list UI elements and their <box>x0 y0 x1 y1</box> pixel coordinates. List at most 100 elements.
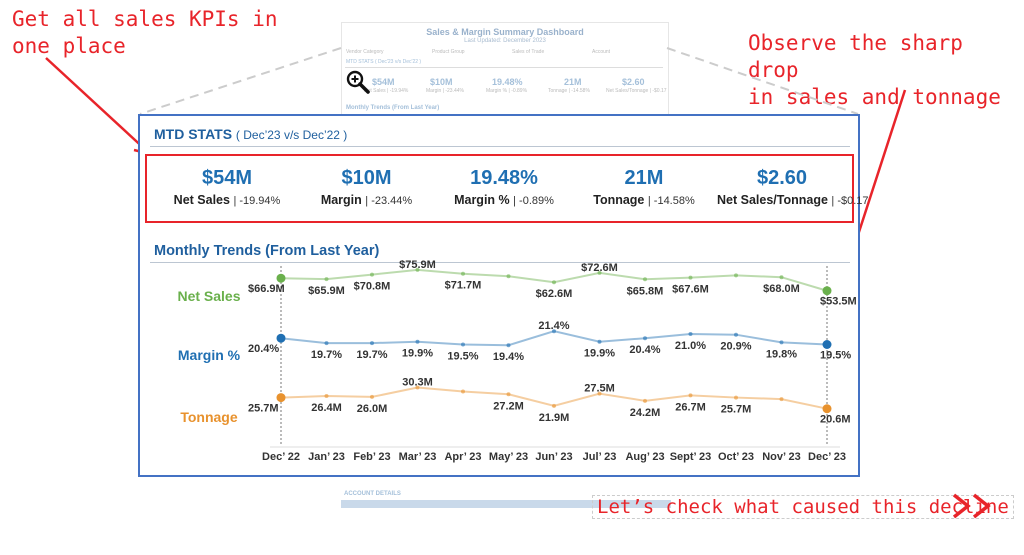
right-annotation-line: in sales and tonnage <box>748 85 1001 109</box>
kpi-delta: | -$0.17 <box>831 195 869 207</box>
row-label-tonnage: Tonnage <box>180 409 238 425</box>
kpi-label: Net Sales <box>173 193 230 207</box>
data-point <box>822 286 832 296</box>
x-tick-label: Sept’ 23 <box>670 451 712 463</box>
data-point <box>276 393 286 403</box>
kpi-label: Margin % <box>454 193 510 207</box>
data-point <box>506 343 511 348</box>
x-tick-label: May’ 23 <box>489 451 528 463</box>
data-point <box>597 391 602 396</box>
data-point <box>779 275 784 280</box>
data-point <box>688 393 693 398</box>
data-label: 21.0% <box>675 340 706 352</box>
data-label: 19.5% <box>820 350 851 362</box>
thumbnail-divider <box>345 67 663 68</box>
data-point <box>734 395 738 400</box>
kpi-label: Tonnage <box>593 193 645 207</box>
data-point <box>779 397 784 402</box>
data-label: 25.7M <box>721 404 752 416</box>
data-label: 21.4% <box>538 320 569 332</box>
data-point <box>415 385 420 390</box>
x-tick-label: Dec’ 22 <box>262 451 300 463</box>
data-point <box>370 394 374 399</box>
data-label: $65.8M <box>627 285 664 297</box>
kpi-margin[interactable]: $10M Margin | -23.44% <box>299 166 434 207</box>
data-point <box>822 340 832 349</box>
data-point <box>688 332 693 336</box>
kpi-value: $2.60 <box>756 167 808 189</box>
account-details-thumbnail[interactable]: ACCOUNT DETAILS <box>341 480 671 544</box>
data-label: 25.7M <box>248 403 279 415</box>
data-label: 20.6M <box>820 414 851 426</box>
thumbnail-kpi: $2.60 <box>622 77 645 87</box>
thumbnail-kpi: $54M <box>372 77 395 87</box>
thumbnail-filter: Product Group <box>432 49 465 55</box>
mtd-title-text: MTD STATS <box>154 126 233 142</box>
data-point <box>506 274 511 279</box>
data-label: $75.9M <box>399 259 436 271</box>
kpi-tonnage[interactable]: 21M Tonnage | -14.58% <box>579 166 709 207</box>
data-label: 30.3M <box>402 377 433 389</box>
data-point <box>415 339 420 344</box>
zoom-in-icon[interactable] <box>346 70 370 94</box>
kpi-label: Margin <box>320 193 362 207</box>
thumbnail-kpi-label: Net Sales/Tonnage | -$0.17 <box>606 88 667 94</box>
kpi-value: 19.48% <box>470 167 538 189</box>
kpi-delta: | -23.44% <box>365 195 413 207</box>
data-point <box>552 329 556 334</box>
thumbnail-subtitle: Last Updated: December 2023 <box>464 38 546 44</box>
kpi-margin-pct[interactable]: 19.48% Margin % | -0.89% <box>439 166 569 207</box>
data-point <box>643 336 647 341</box>
thumbnail-kpi-label: Tonnage | -14.58% <box>548 88 590 94</box>
x-tick-label: Jun’ 23 <box>535 451 572 463</box>
data-point <box>779 340 784 345</box>
thumbnail-kpi-label: Margin % | -0.89% <box>486 88 528 94</box>
left-annotation: Get all sales KPIs in one place <box>12 6 278 60</box>
footer-header-bar <box>341 500 671 508</box>
thumbnail-title: Sales & Margin Summary Dashboard <box>426 27 584 37</box>
data-label: 27.2M <box>493 400 524 412</box>
kpi-net-sales-per-tonnage[interactable]: $2.60 Net Sales/Tonnage | -$0.17 <box>717 166 869 207</box>
dashboard-thumbnail[interactable]: Sales & Margin Summary Dashboard Last Up… <box>341 22 669 116</box>
thumbnail-mtd: MTD STATS ( Dec'23 v/s Dec'22 ) <box>346 59 422 65</box>
footer-title: ACCOUNT DETAILS <box>344 491 401 497</box>
trend-chart: Dec’ 22 Jan’ 23 Feb’ 23 Mar’ 23 Apr’ 23 May’ … <box>248 259 857 463</box>
thumbnail-trends: Monthly Trends (From Last Year) <box>346 105 440 111</box>
data-label: 26.4M <box>311 402 342 414</box>
data-label: $70.8M <box>354 281 391 293</box>
thumbnail-kpi-label: Net Sales | -19.94% <box>364 88 409 94</box>
row-label-net-sales: Net Sales <box>177 288 241 304</box>
row-label-margin: Margin % <box>177 347 241 363</box>
data-point <box>597 270 602 275</box>
dashboard-panel: MTD STATS ( Dec’23 v/s Dec’22 ) $54M Net… <box>138 114 869 477</box>
data-label: $53.5M <box>820 296 857 308</box>
data-label: 19.7% <box>311 349 342 361</box>
x-tick-label: Aug’ 23 <box>625 451 664 463</box>
data-point <box>324 277 329 282</box>
data-point <box>461 271 465 276</box>
data-label: $68.0M <box>763 283 800 295</box>
data-label: 26.0M <box>357 403 388 415</box>
data-point <box>370 272 374 277</box>
right-annotation: Observe the sharp drop in sales and tonn… <box>748 30 1024 111</box>
thumbnail-filter: Vendor Category <box>346 49 384 55</box>
thumbnail-kpi: $10M <box>430 77 453 87</box>
data-label: 26.7M <box>675 401 706 413</box>
x-tick-label: Dec’ 23 <box>808 451 846 463</box>
kpi-delta: | -19.94% <box>233 195 281 207</box>
data-point <box>324 394 329 399</box>
kpi-net-sales[interactable]: $54M Net Sales | -19.94% <box>157 166 297 207</box>
data-point <box>276 273 286 283</box>
data-point <box>643 398 647 403</box>
data-label: 19.5% <box>447 351 478 363</box>
kpi-delta: | -14.58% <box>647 195 695 207</box>
data-label: 19.8% <box>766 348 797 360</box>
double-chevron-icon[interactable] <box>951 490 995 522</box>
data-point <box>506 392 511 397</box>
thumbnail-filter: Sales of Trade <box>512 49 545 55</box>
left-arrow <box>45 57 153 156</box>
kpi-value: 21M <box>624 167 664 189</box>
left-annotation-line: Get all sales KPIs in <box>12 7 278 31</box>
x-tick-label: Oct’ 23 <box>718 451 754 463</box>
cta-text[interactable]: Let’s check what caused this decline <box>592 495 1014 519</box>
